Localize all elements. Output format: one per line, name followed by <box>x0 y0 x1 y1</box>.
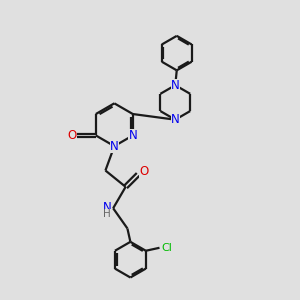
Text: Cl: Cl <box>161 243 172 253</box>
Text: N: N <box>171 79 180 92</box>
Text: O: O <box>140 165 149 178</box>
Text: N: N <box>171 113 180 126</box>
Text: N: N <box>128 129 137 142</box>
Text: O: O <box>68 129 76 142</box>
Text: N: N <box>103 201 112 214</box>
Text: H: H <box>103 208 111 219</box>
Text: N: N <box>110 140 119 153</box>
